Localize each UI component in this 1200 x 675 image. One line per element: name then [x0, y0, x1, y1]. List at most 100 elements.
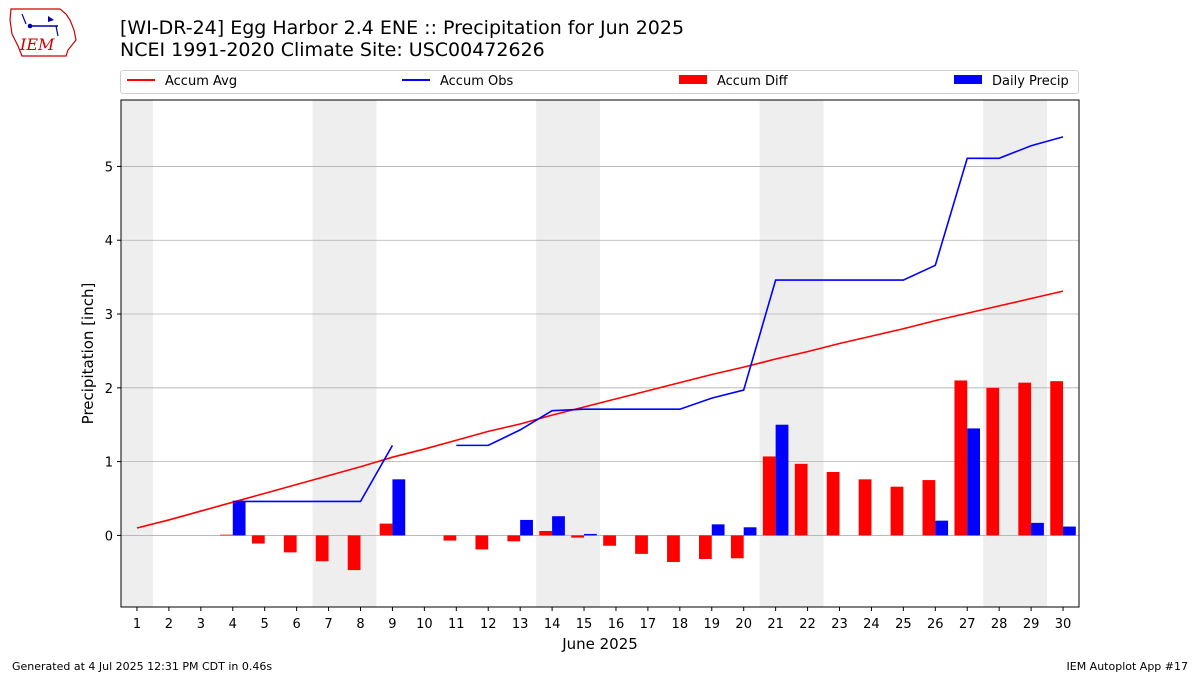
accum-diff-bar-day-9 [379, 523, 393, 536]
iem-logo: IEM [9, 8, 77, 57]
x-tick-label-4: 4 [229, 617, 237, 632]
accum-diff-bar-day-11 [443, 535, 457, 541]
y-tick-label-0: 0 [105, 529, 113, 544]
legend-item-accum-diff: Accum Diff [679, 74, 788, 92]
autoplot-app-label: IEM Autoplot App #17 [1066, 660, 1189, 673]
legend-swatch-accum-obs [402, 78, 430, 81]
y-axis-label: Precipitation [inch] [79, 283, 97, 425]
accum-diff-bar-day-4 [219, 534, 233, 536]
accum-diff-bar-day-13 [507, 535, 521, 542]
accum-diff-bar-day-6 [283, 535, 297, 553]
accum-diff-bar-day-19 [698, 535, 712, 560]
x-tick-label-23: 23 [831, 617, 848, 632]
logo-text: IEM [19, 35, 55, 54]
y-tick-label-3: 3 [105, 308, 113, 323]
legend: Accum Avg Accum Obs Accum Diff Daily Pre… [120, 70, 1079, 94]
legend-swatch-accum-diff [679, 75, 707, 84]
x-tick-label-26: 26 [927, 617, 944, 632]
y-tick-label-5: 5 [105, 160, 113, 175]
x-tick-label-9: 9 [388, 617, 396, 632]
chart-title: [WI-DR-24] Egg Harbor 2.4 ENE :: Precipi… [120, 17, 685, 39]
accum-diff-bar-day-14 [539, 530, 553, 536]
x-tick-label-11: 11 [448, 617, 465, 632]
daily-precip-bar-day-15 [584, 533, 597, 536]
accum-diff-bar-day-23 [826, 471, 840, 536]
daily-precip-bar-day-26 [935, 520, 949, 536]
x-tick-label-13: 13 [512, 617, 529, 632]
accum-avg-line-1 [136, 290, 1064, 529]
y-tick-label-1: 1 [105, 456, 113, 471]
x-tick-label-3: 3 [197, 617, 205, 632]
chart-subtitle: NCEI 1991-2020 Climate Site: USC00472626 [120, 39, 545, 61]
plot-frame [120, 99, 1080, 608]
x-tick-label-14: 14 [544, 617, 561, 632]
daily-precip-bar-day-14 [552, 516, 565, 536]
accum-diff-bar-day-28 [986, 387, 1000, 536]
accum-diff-bar-day-15 [571, 535, 585, 538]
weekend-band-3 [536, 100, 600, 607]
weekend-band-1 [121, 100, 153, 607]
legend-item-accum-avg: Accum Avg [127, 74, 237, 92]
x-tick-label-19: 19 [703, 617, 720, 632]
x-tick-label-10: 10 [416, 617, 433, 632]
generated-timestamp: Generated at 4 Jul 2025 12:31 PM CDT in … [12, 660, 273, 673]
x-tick-label-16: 16 [608, 617, 625, 632]
legend-swatch-accum-avg [127, 78, 155, 81]
accum-diff-bar-day-29 [1018, 382, 1032, 536]
y-tick-label-4: 4 [105, 234, 113, 249]
legend-swatch-daily-precip [954, 75, 982, 84]
x-tick-label-24: 24 [863, 617, 880, 632]
x-tick-label-18: 18 [672, 617, 689, 632]
legend-label-daily-precip: Daily Precip [992, 74, 1069, 89]
accum-diff-bar-day-24 [858, 479, 872, 536]
x-tick-label-29: 29 [1023, 617, 1040, 632]
x-tick-label-27: 27 [959, 617, 976, 632]
x-tick-label-7: 7 [324, 617, 332, 632]
x-tick-label-6: 6 [292, 617, 300, 632]
daily-precip-bar-day-27 [967, 428, 981, 536]
accum-diff-bar-day-5 [251, 535, 265, 544]
accum-diff-bar-day-22 [794, 463, 808, 536]
accum-diff-bar-day-7 [315, 535, 329, 562]
legend-label-accum-avg: Accum Avg [165, 74, 238, 89]
accum-diff-bar-day-8 [347, 535, 361, 571]
accum-diff-bar-day-20 [730, 535, 744, 559]
accum-obs-line-1 [232, 444, 394, 503]
x-tick-label-17: 17 [640, 617, 657, 632]
accum-diff-bar-day-25 [890, 486, 904, 536]
daily-precip-bar-day-30 [1063, 526, 1076, 536]
accum-diff-bar-day-30 [1050, 381, 1064, 536]
daily-precip-bar-day-20 [743, 527, 757, 536]
accum-diff-bar-day-18 [667, 535, 680, 562]
x-axis-label: June 2025 [561, 635, 638, 653]
x-tick-label-20: 20 [735, 617, 752, 632]
x-tick-label-8: 8 [356, 617, 364, 632]
x-tick-label-2: 2 [165, 617, 173, 632]
daily-precip-bar-day-29 [1031, 522, 1044, 536]
y-tick-label-2: 2 [105, 382, 113, 397]
legend-item-daily-precip: Daily Precip [954, 74, 1069, 92]
x-tick-label-22: 22 [799, 617, 816, 632]
daily-precip-bar-day-19 [711, 524, 725, 536]
accum-diff-bar-day-17 [635, 535, 648, 554]
x-tick-label-30: 30 [1055, 617, 1072, 632]
daily-precip-bar-day-13 [520, 519, 533, 536]
accum-obs-line-2 [456, 136, 1064, 447]
daily-precip-bar-day-4 [232, 501, 246, 536]
legend-label-accum-diff: Accum Diff [717, 74, 788, 89]
legend-label-accum-obs: Accum Obs [440, 74, 514, 89]
x-tick-label-5: 5 [261, 617, 269, 632]
accum-diff-bar-day-27 [954, 380, 968, 536]
weekend-band-2 [312, 100, 377, 607]
x-tick-label-21: 21 [767, 617, 784, 632]
daily-precip-bar-day-21 [775, 424, 789, 536]
accum-diff-bar-day-21 [762, 456, 776, 536]
legend-item-accum-obs: Accum Obs [402, 74, 513, 92]
x-tick-label-15: 15 [576, 617, 593, 632]
x-tick-label-25: 25 [895, 617, 912, 632]
accum-diff-bar-day-16 [603, 535, 616, 546]
daily-precip-bar-day-9 [392, 479, 406, 536]
x-tick-label-28: 28 [991, 617, 1008, 632]
accum-diff-bar-day-26 [922, 480, 936, 536]
